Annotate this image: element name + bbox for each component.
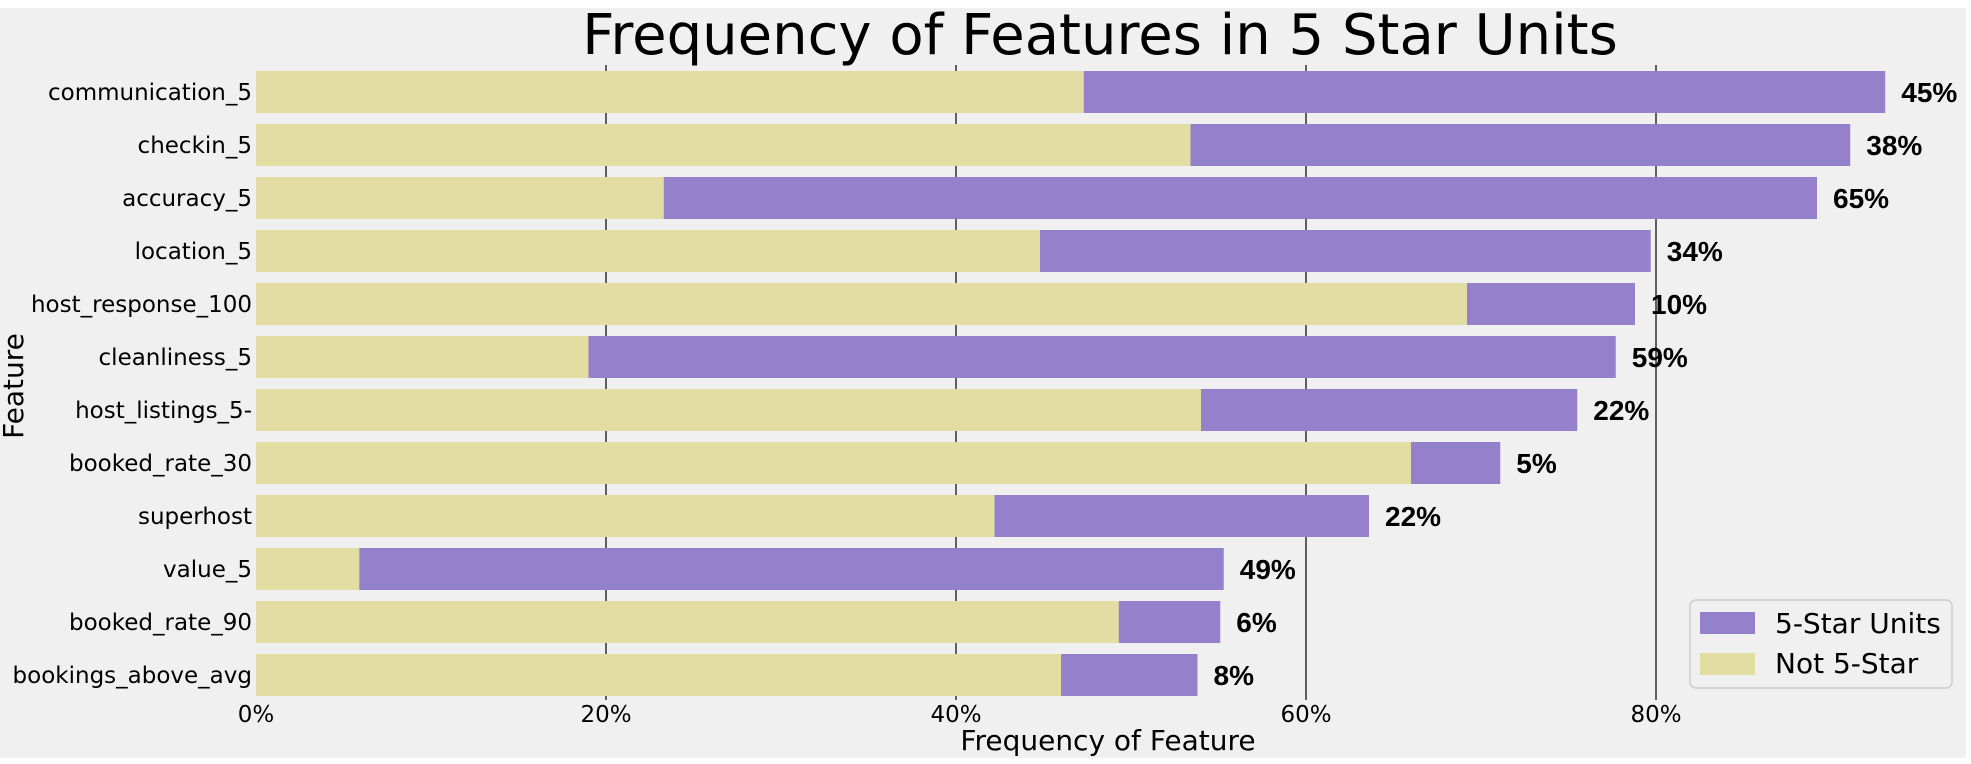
bar-location-5-not-5-star <box>256 230 1040 272</box>
legend-label-not-5-star: Not 5-Star <box>1775 647 1919 680</box>
data-label-superhost: 22% <box>1385 501 1441 532</box>
data-label-location-5: 34% <box>1667 236 1723 267</box>
y-axis-tick-labels: communication_5 checkin_5 accuracy_5locati… <box>13 80 252 689</box>
bar-booked-rate-30-not-5-star <box>256 442 1411 484</box>
legend-swatch-5-star-units <box>1700 612 1755 634</box>
legend-box <box>1689 599 1953 689</box>
bar-communication-5-5-star-units <box>1083 71 1886 113</box>
y-tick-superhost: superhost <box>138 504 252 530</box>
y-axis-label: Feature <box>0 333 30 439</box>
bar-accuracy-5-not-5-star <box>256 177 664 219</box>
bar-superhost-not-5-star <box>256 495 995 537</box>
legend: 5-Star Units Not 5-Star <box>1689 599 1953 689</box>
data-label-host-response-100: 10% <box>1651 289 1707 320</box>
y-tick-host-response-100: host_response_100 <box>31 292 252 318</box>
data-label-bookings-above-avg: 8% <box>1214 660 1255 691</box>
y-tick-location-5: location_5 <box>135 239 252 265</box>
y-tick-accuracy-5: accuracy_5 <box>122 186 252 212</box>
data-label-booked-rate-30: 5% <box>1516 448 1557 479</box>
bars <box>256 71 1886 696</box>
bar-host-listings-5-5-star-units <box>1201 389 1578 431</box>
data-label-value-5: 49% <box>1240 554 1296 585</box>
x-tick-60: 60% <box>1280 702 1331 728</box>
bar-host-response-100-5-star-units <box>1467 283 1635 325</box>
data-label-cleanliness-5: 59% <box>1632 342 1688 373</box>
plot-background <box>0 8 1966 758</box>
x-tick-20: 20% <box>580 702 631 728</box>
bar-bookings-above-avg-not-5-star <box>256 654 1061 696</box>
y-tick-value-5: value_5 <box>163 557 252 583</box>
bar-value-5-5-star-units <box>359 548 1224 590</box>
data-label-accuracy-5: 65% <box>1833 183 1889 214</box>
x-axis-tick-labels: 0% 20% 40% 60% 80% <box>238 702 1682 728</box>
legend-swatch-not-5-star <box>1700 653 1755 675</box>
x-tick-80: 80% <box>1630 702 1681 728</box>
bar-host-response-100-not-5-star <box>256 283 1467 325</box>
y-tick-host-listings-5: host_listings_5- <box>75 398 252 424</box>
legend-label-5-star-units: 5-Star Units <box>1775 607 1941 640</box>
data-labels: 45% 38% 65% 34% 10% 59% 22% 5% 22% 49% 6% 8% <box>1214 77 1958 691</box>
x-tick-40: 40% <box>930 702 981 728</box>
bar-value-5-not-5-star <box>256 548 360 590</box>
y-tick-communication-5: communication_5 <box>48 80 252 106</box>
bar-superhost-5-star-units <box>994 495 1369 537</box>
x-axis-label: Frequency of Feature <box>960 724 1255 757</box>
y-tick-checkin-5: checkin_5 <box>138 133 252 159</box>
bar-location-5-5-star-units <box>1040 230 1651 272</box>
bar-cleanliness-5-5-star-units <box>588 336 1616 378</box>
bar-checkin-5-5-star-units <box>1190 124 1851 166</box>
y-tick-booked-rate-30: booked_rate_30 <box>69 451 252 477</box>
bar-host-listings-5-not-5-star <box>256 389 1201 431</box>
y-tick-bookings-above-avg: bookings_above_avg <box>13 663 252 689</box>
bar-booked-rate-30-5-star-units <box>1411 442 1501 484</box>
chart-title: Frequency of Features in 5 Star Units <box>582 3 1618 68</box>
gridlines <box>605 65 1657 700</box>
data-label-booked-rate-90: 6% <box>1236 607 1277 638</box>
bar-accuracy-5-5-star-units <box>663 177 1817 219</box>
data-label-host-listings-5: 22% <box>1593 395 1649 426</box>
bar-checkin-5-not-5-star <box>256 124 1191 166</box>
bar-communication-5-not-5-star <box>256 71 1084 113</box>
bar-cleanliness-5-not-5-star <box>256 336 589 378</box>
x-tick-0: 0% <box>238 702 275 728</box>
y-tick-booked-rate-90: booked_rate_90 <box>69 610 252 636</box>
y-tick-cleanliness-5: cleanliness_5 <box>99 345 252 371</box>
bar-bookings-above-avg-5-star-units <box>1061 654 1198 696</box>
bar-booked-rate-90-not-5-star <box>256 601 1119 643</box>
data-label-checkin-5: 38% <box>1866 130 1922 161</box>
bar-booked-rate-90-5-star-units <box>1118 601 1221 643</box>
data-label-communication-5: 45% <box>1901 77 1957 108</box>
